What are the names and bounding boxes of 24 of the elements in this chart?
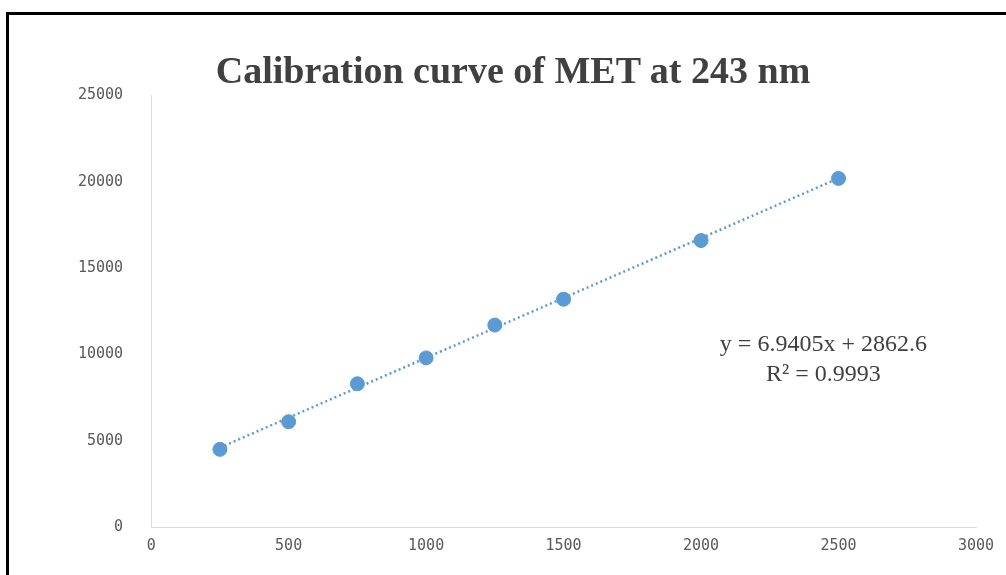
point xyxy=(212,441,228,457)
point xyxy=(693,233,709,249)
annotation: y = 6.9405x + 2862.6 xyxy=(719,329,927,356)
y-tick-label: 0 xyxy=(114,516,124,535)
chart-title: Calibration curve of MET at 243 nm xyxy=(215,48,811,91)
x-tick-label: 2000 xyxy=(682,535,720,554)
y-tick-label: 10000 xyxy=(78,344,124,363)
x-tick-label: 1500 xyxy=(545,535,582,554)
point xyxy=(418,350,434,366)
y-tick-label: 5000 xyxy=(87,430,124,449)
point xyxy=(487,317,503,333)
annotation: R² = 0.9993 xyxy=(766,359,881,386)
x-tick-label: 500 xyxy=(275,535,303,554)
y-tick-label: 15000 xyxy=(78,258,124,277)
point xyxy=(556,291,572,307)
x-tick-label: 0 xyxy=(146,535,156,554)
point xyxy=(831,170,847,186)
point xyxy=(281,414,297,430)
x-tick-label: 3000 xyxy=(957,535,995,554)
y-tick-label: 20000 xyxy=(78,171,124,190)
x-tick-label: 1000 xyxy=(408,535,445,554)
point xyxy=(349,376,365,392)
x-tick-label: 2500 xyxy=(820,535,857,554)
y-tick-label: 25000 xyxy=(78,85,124,104)
